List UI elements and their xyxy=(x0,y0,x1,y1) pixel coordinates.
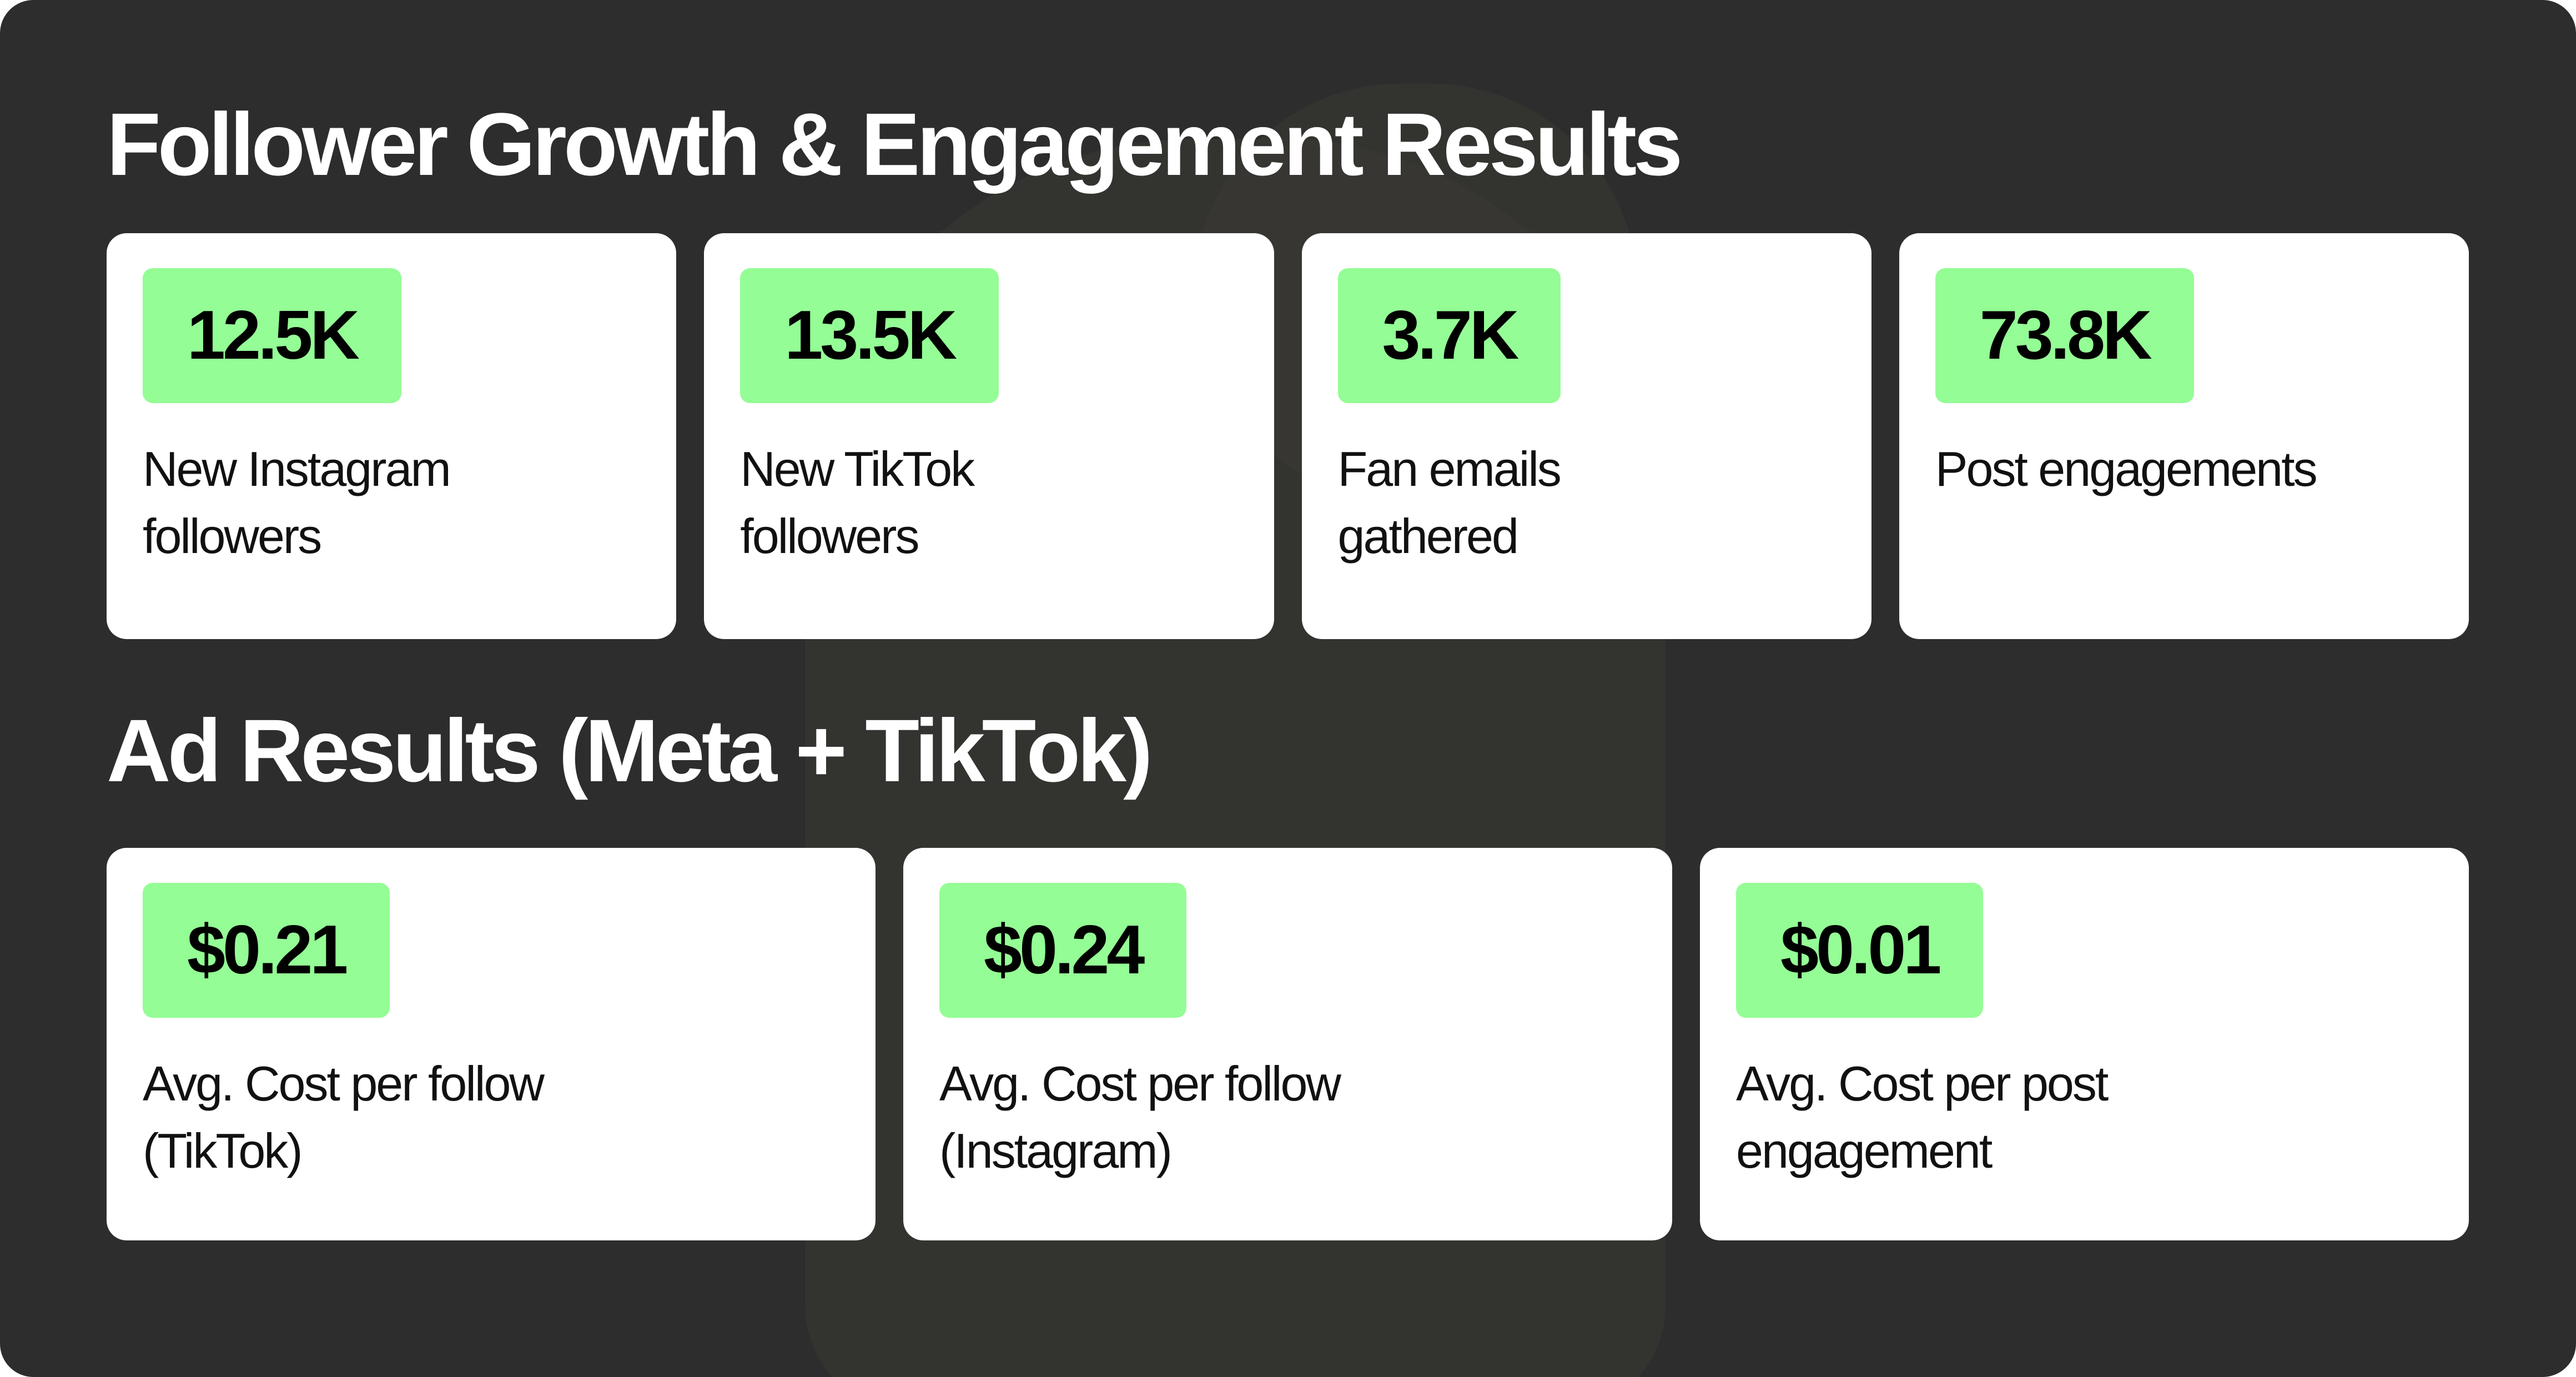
label-line: (TikTok) xyxy=(143,1123,303,1178)
stat-card: 3.7K Fan emails gathered xyxy=(1301,233,1871,639)
stat-card: 73.8K Post engagements xyxy=(1899,233,2469,639)
stat-card: 12.5K New Instagram followers xyxy=(107,233,677,639)
stat-card: $0.24 Avg. Cost per follow (Instagram) xyxy=(903,848,1672,1240)
section-title: Ad Results (Meta + TikTok) xyxy=(107,701,1153,800)
label-line: New Instagram xyxy=(143,441,451,496)
section-title: Follower Growth & Engagement Results xyxy=(107,94,1683,194)
label-line: New TikTok xyxy=(740,441,975,496)
stat-card: $0.01 Avg. Cost per post engagement xyxy=(1700,848,2469,1240)
card-row: 12.5K New Instagram followers 13.5K New TikT… xyxy=(107,233,2469,639)
stat-value: $0.21 xyxy=(143,883,390,1018)
label-line: engagement xyxy=(1736,1123,1993,1178)
stat-card: 13.5K New TikTok followers xyxy=(704,233,1274,639)
label-line: followers xyxy=(143,509,322,564)
stat-label: Avg. Cost per post engagement xyxy=(1736,1050,2469,1184)
stat-label: Post engagements xyxy=(1935,435,2469,502)
stat-card: $0.21 Avg. Cost per follow (TikTok) xyxy=(107,848,876,1240)
stat-label: Fan emails gathered xyxy=(1338,435,1871,570)
label-line: Avg. Cost per follow xyxy=(939,1056,1341,1111)
stat-value: 13.5K xyxy=(740,268,999,403)
stat-value: $0.01 xyxy=(1736,883,1984,1018)
label-line: Avg. Cost per post xyxy=(1736,1056,2109,1111)
label-line: Post engagements xyxy=(1935,441,2318,496)
stat-value: $0.24 xyxy=(939,883,1187,1018)
stat-label: Avg. Cost per follow (TikTok) xyxy=(143,1050,876,1184)
label-line: (Instagram) xyxy=(939,1123,1173,1178)
stat-value: 3.7K xyxy=(1337,268,1561,403)
stat-label: Avg. Cost per follow (Instagram) xyxy=(939,1050,1672,1184)
stat-value: 12.5K xyxy=(143,268,401,403)
card-row: $0.21 Avg. Cost per follow (TikTok) $0.24 Av… xyxy=(107,848,2469,1240)
label-line: followers xyxy=(740,509,919,564)
label-line: Avg. Cost per follow xyxy=(143,1056,545,1111)
label-line: gathered xyxy=(1337,509,1519,564)
stat-value: 73.8K xyxy=(1935,268,2194,403)
label-line: Fan emails xyxy=(1337,441,1562,496)
stat-label: New TikTok followers xyxy=(740,435,1274,570)
stat-label: New Instagram followers xyxy=(143,435,676,570)
